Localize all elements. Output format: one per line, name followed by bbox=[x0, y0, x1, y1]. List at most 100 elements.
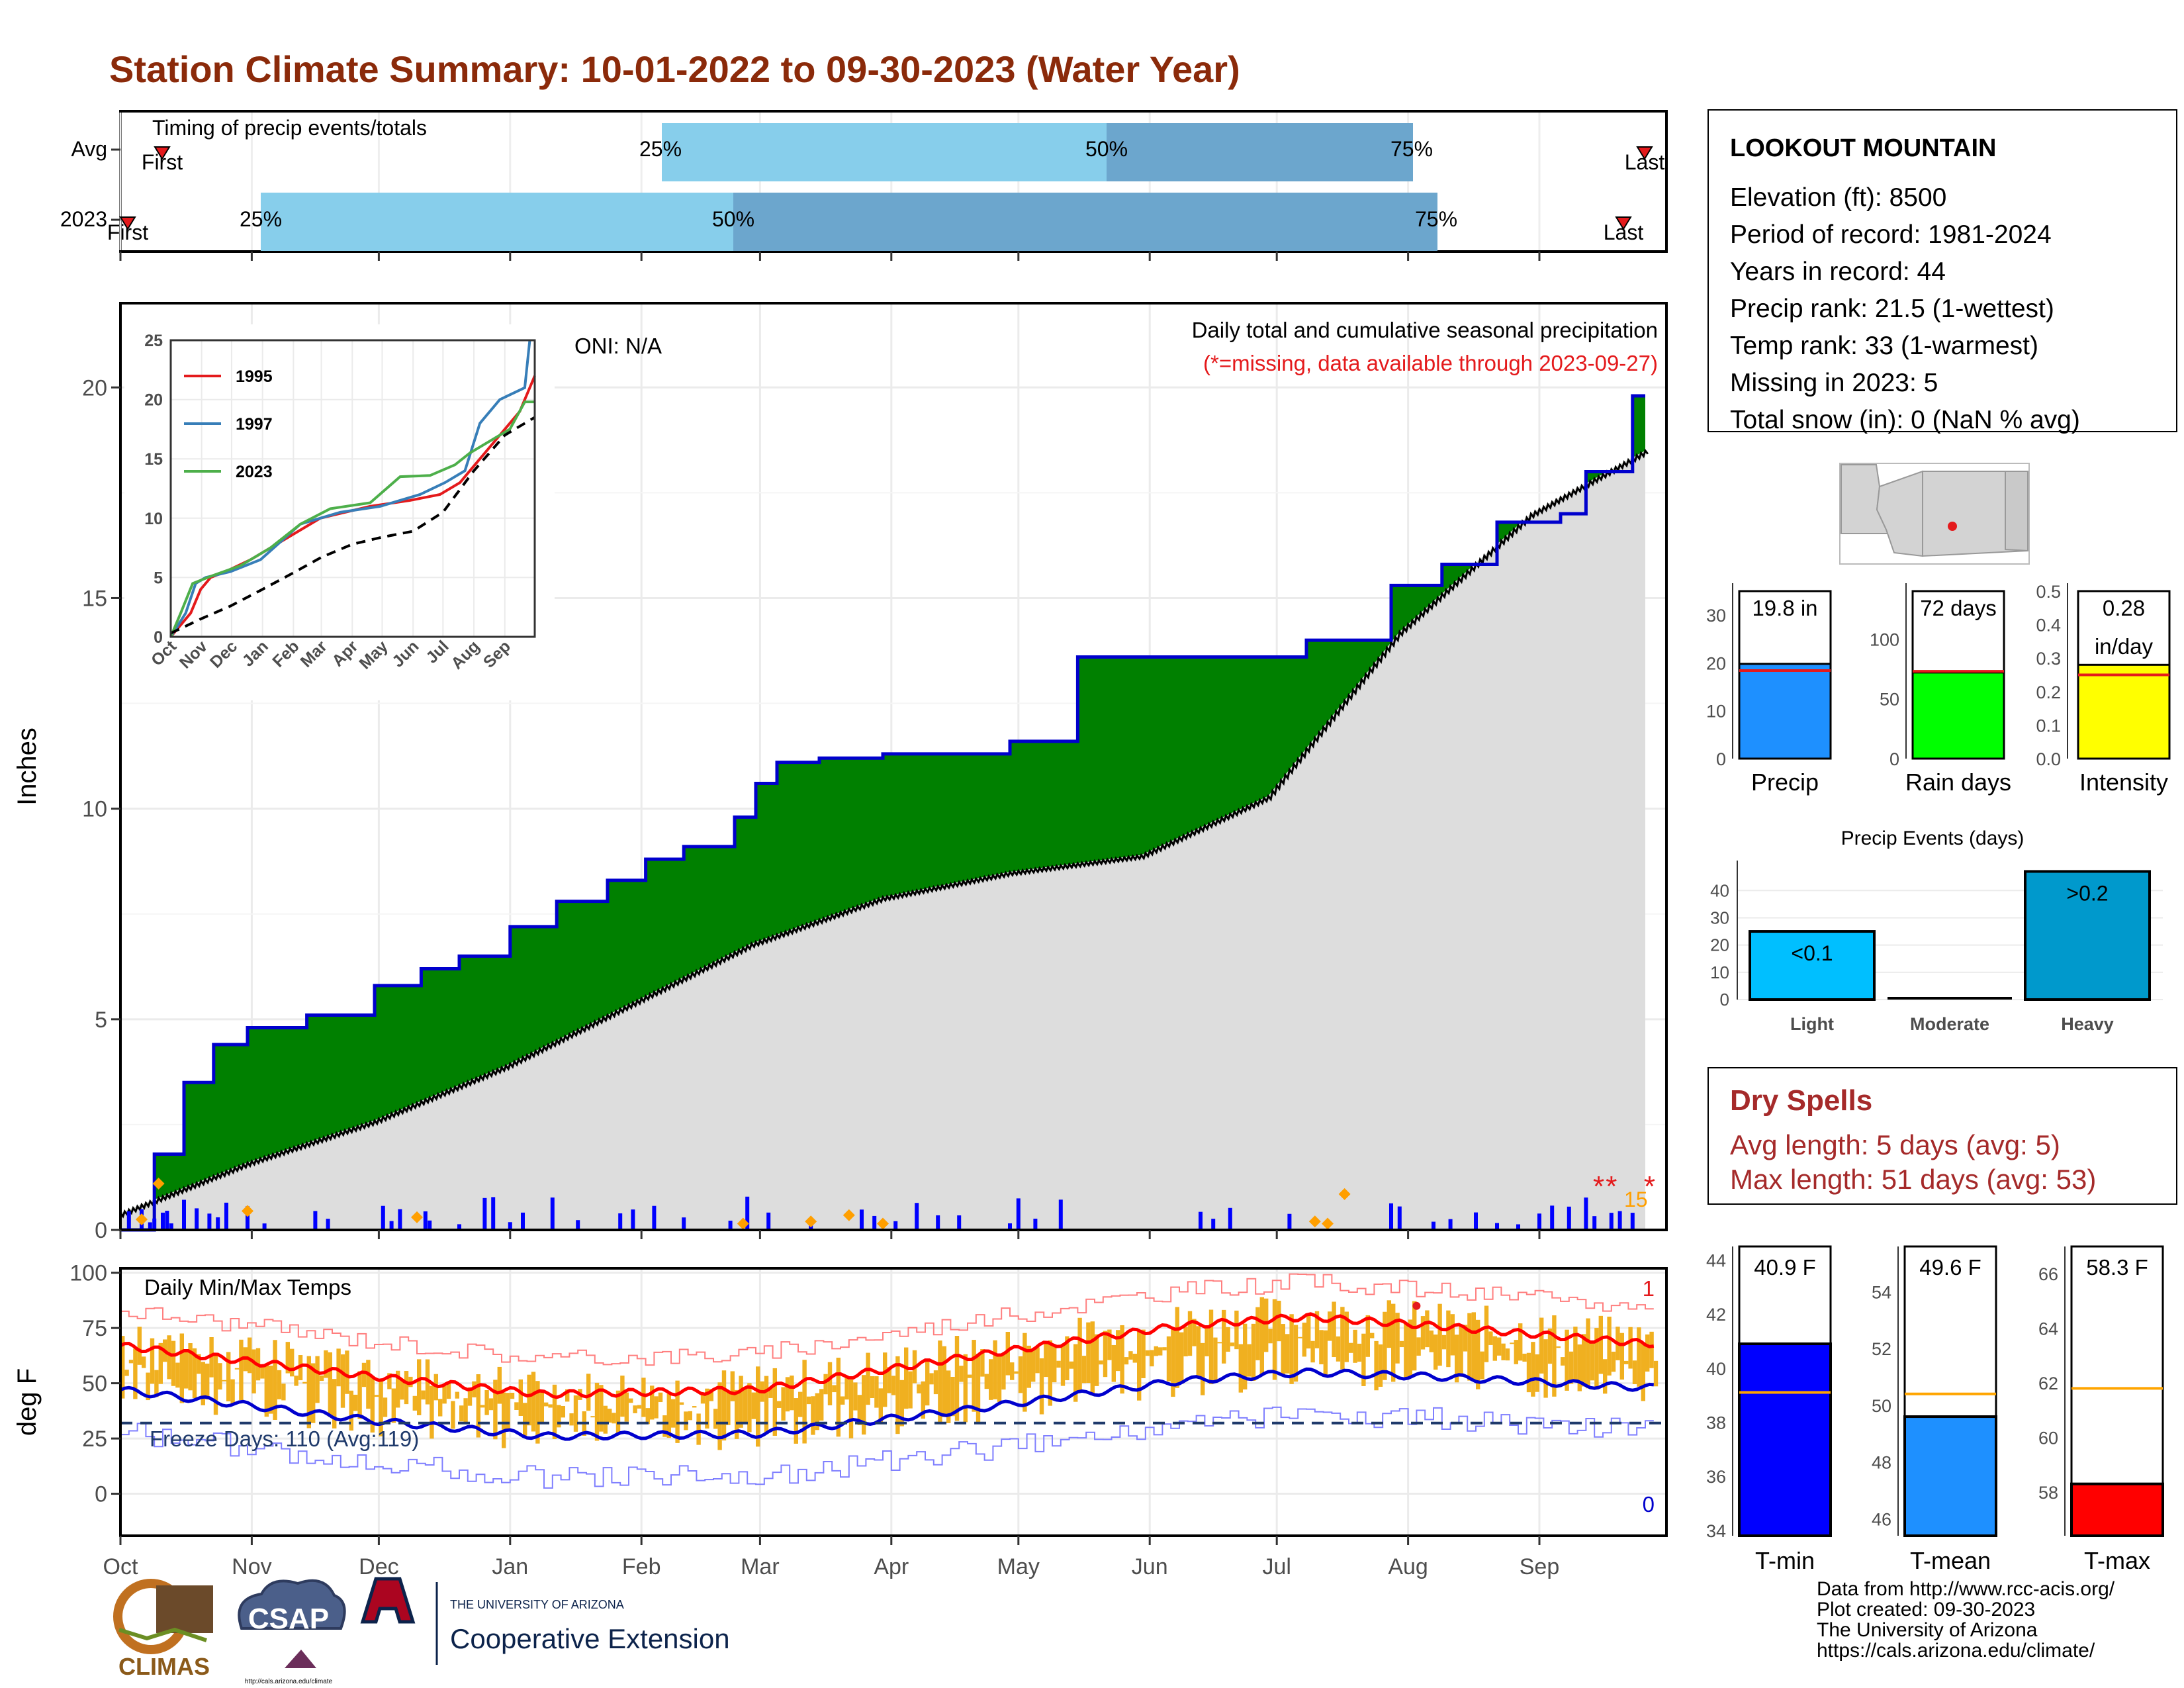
daily-temp-bar bbox=[887, 1367, 891, 1393]
station-years: Years in record: 44 bbox=[1730, 258, 1946, 286]
daily-precip-bar bbox=[550, 1197, 555, 1230]
daily-temp-bar bbox=[1349, 1342, 1353, 1353]
daily-temp-bar bbox=[666, 1393, 671, 1438]
daily-temp-bar bbox=[1628, 1327, 1633, 1369]
precip-ylabel: Inches bbox=[13, 727, 42, 806]
temp-summary-label: T-min bbox=[1755, 1547, 1815, 1574]
daily-temp-bar bbox=[730, 1371, 735, 1401]
daily-temp-bar bbox=[324, 1350, 328, 1378]
daily-temp-bar bbox=[1344, 1311, 1349, 1362]
daily-temp-bar bbox=[917, 1384, 921, 1393]
daily-temp-bar bbox=[349, 1390, 353, 1431]
daily-temp-bar bbox=[396, 1370, 400, 1408]
temp-summary-ytick: 46 bbox=[1872, 1509, 1891, 1529]
daily-temp-bar bbox=[819, 1389, 824, 1421]
event-bar bbox=[2024, 870, 2151, 1001]
temp-summary-value: 58.3 F bbox=[2086, 1255, 2148, 1280]
month-label: Oct bbox=[103, 1554, 138, 1579]
daily-temp-bar bbox=[933, 1370, 938, 1395]
daily-temp-bar bbox=[1328, 1311, 1332, 1341]
daily-temp-bar bbox=[950, 1376, 955, 1417]
daily-temp-bar bbox=[1416, 1337, 1421, 1356]
daily-temp-bar bbox=[1594, 1327, 1599, 1390]
temp-label: Daily Min/Max Temps bbox=[144, 1275, 351, 1299]
daily-temp-bar bbox=[1510, 1342, 1514, 1344]
daily-temp-bar bbox=[1476, 1319, 1480, 1389]
daily-temp-bar bbox=[827, 1362, 833, 1405]
dry-spells-title: Dry Spells bbox=[1730, 1084, 1873, 1117]
station-name: LOOKOUT MOUNTAIN bbox=[1730, 134, 1997, 162]
daily-temp-bar bbox=[1069, 1361, 1073, 1369]
month-label: May bbox=[997, 1554, 1040, 1579]
csap-logo-url: http://cals.arizona.edu/climate bbox=[245, 1678, 333, 1685]
daily-precip-bar bbox=[1008, 1223, 1012, 1230]
daily-temp-bar bbox=[467, 1387, 473, 1406]
daily-temp-bar bbox=[954, 1336, 960, 1421]
daily-temp-bar bbox=[1361, 1333, 1366, 1386]
daily-temp-bar bbox=[1132, 1354, 1137, 1363]
missing-marker: * bbox=[1593, 1170, 1604, 1203]
daily-precip-bar bbox=[1397, 1206, 1402, 1230]
daily-precip-bar bbox=[1617, 1211, 1622, 1230]
record-min-count: 0 bbox=[1643, 1492, 1655, 1517]
daily-temp-bar bbox=[1310, 1340, 1315, 1363]
daily-temp-bar bbox=[938, 1340, 942, 1423]
daily-temp-bar bbox=[942, 1346, 946, 1417]
daily-precip-bar bbox=[398, 1209, 402, 1230]
daily-temp-bar bbox=[1547, 1328, 1553, 1364]
daily-temp-bar bbox=[963, 1354, 968, 1423]
daily-temp-bar bbox=[1145, 1350, 1150, 1356]
daily-temp-bar bbox=[476, 1374, 480, 1438]
daily-precip-bar bbox=[766, 1212, 771, 1230]
daily-precip-bar bbox=[1474, 1212, 1478, 1230]
daily-precip-bar bbox=[682, 1217, 686, 1230]
map-state bbox=[2005, 471, 2028, 552]
record-high-marker bbox=[1412, 1301, 1421, 1310]
daily-temp-bar bbox=[179, 1333, 184, 1403]
daily-precip-bar bbox=[957, 1215, 962, 1230]
daily-temp-bar bbox=[1543, 1339, 1548, 1398]
daily-temp-bar bbox=[899, 1380, 904, 1427]
daily-temp-bar bbox=[743, 1387, 748, 1424]
missing-marker: * bbox=[1644, 1170, 1655, 1203]
daily-temp-bar bbox=[387, 1373, 392, 1389]
temp-summary-ytick: 52 bbox=[1872, 1339, 1891, 1359]
daily-temp-bar bbox=[590, 1416, 595, 1418]
daily-max-marker bbox=[805, 1215, 817, 1228]
daily-temp-bar bbox=[154, 1370, 159, 1397]
daily-precip-bar bbox=[389, 1221, 394, 1230]
cumulative-line bbox=[120, 394, 1645, 1232]
daily-temp-bar bbox=[281, 1383, 286, 1401]
daily-temp-bar bbox=[171, 1340, 176, 1386]
daily-precip-bar bbox=[1630, 1213, 1635, 1230]
inset-ytick: 15 bbox=[144, 450, 163, 469]
daily-temp-bar bbox=[1001, 1354, 1006, 1390]
daily-temp-bar bbox=[946, 1370, 951, 1423]
daily-precip-bar bbox=[428, 1220, 432, 1230]
daily-temp-bar bbox=[700, 1393, 705, 1404]
daily-max-marker bbox=[842, 1209, 855, 1221]
daily-temp-bar bbox=[1035, 1347, 1040, 1374]
daily-temp-bar bbox=[552, 1384, 557, 1439]
inset-ytick: 5 bbox=[154, 569, 163, 587]
daily-temp-bar bbox=[361, 1362, 367, 1387]
daily-temp-bar bbox=[260, 1365, 265, 1379]
events-ytick: 30 bbox=[1710, 908, 1729, 927]
daily-temp-bar bbox=[815, 1393, 819, 1430]
daily-temp-bar bbox=[539, 1391, 544, 1424]
daily-temp-bar bbox=[1463, 1325, 1468, 1352]
temp-summary-value: 40.9 F bbox=[1754, 1255, 1816, 1280]
daily-temp-bar bbox=[1340, 1307, 1345, 1370]
daily-temp-bar bbox=[391, 1388, 396, 1423]
daily-temp-bar bbox=[1619, 1333, 1624, 1380]
daily-temp-bar bbox=[201, 1362, 205, 1405]
daily-temp-bar bbox=[493, 1380, 498, 1440]
csap-logo-text: CSAP bbox=[248, 1603, 329, 1635]
daily-temp-bar bbox=[133, 1348, 138, 1399]
daily-temp-bar bbox=[756, 1366, 760, 1447]
daily-precip-bar bbox=[1287, 1213, 1292, 1230]
daily-temp-bar bbox=[561, 1405, 565, 1418]
station-info-box: LOOKOUT MOUNTAIN Elevation (ft): 8500 Pe… bbox=[1707, 109, 2177, 434]
daily-temp-bar bbox=[1137, 1331, 1142, 1401]
summary-label: Rain days bbox=[1905, 769, 2011, 796]
